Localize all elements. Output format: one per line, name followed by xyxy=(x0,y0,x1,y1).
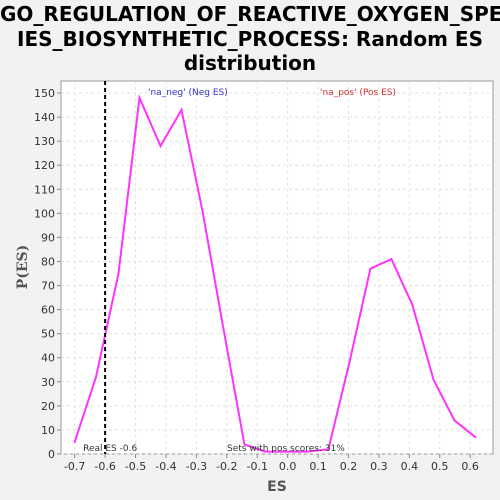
neg-es-label: 'na_neg' (Neg ES) xyxy=(148,88,228,98)
x-tick-label: 0.6 xyxy=(461,460,479,473)
data-point xyxy=(285,450,288,453)
chart-title-line-2: IES_BIOSYNTHETIC_PROCESS: Random ES xyxy=(17,26,483,51)
data-point xyxy=(432,378,435,381)
series-layer xyxy=(73,94,477,453)
x-tick-label: 0.1 xyxy=(309,460,327,473)
data-point xyxy=(411,303,414,306)
x-tick-label: 0.3 xyxy=(370,460,388,473)
data-point xyxy=(138,96,141,99)
y-tick-label: 140 xyxy=(34,111,55,124)
x-axis-label: ES xyxy=(267,479,287,495)
data-point xyxy=(327,448,330,451)
data-point xyxy=(117,272,120,275)
x-tick-label: -0.6 xyxy=(94,460,115,473)
y-tick-label: 110 xyxy=(34,183,55,196)
data-point xyxy=(369,267,372,270)
y-tick-label: 90 xyxy=(41,231,55,244)
axes: -0.7 -0.6 -0.5 -0.4 -0.3 -0.2 -0.1 0.0 0.1 0.2 0.3… xyxy=(34,87,479,473)
x-tick-label: -0.5 xyxy=(125,460,146,473)
data-point xyxy=(306,450,309,453)
series-line-0 xyxy=(73,94,477,453)
y-tick-label: 60 xyxy=(41,304,55,317)
plot-area xyxy=(60,80,494,455)
x-tick-label: -0.7 xyxy=(64,460,85,473)
y-tick-label: 20 xyxy=(41,400,55,413)
y-tick-label: 100 xyxy=(34,207,55,220)
x-tick-label: -0.1 xyxy=(246,460,267,473)
y-tick-label: 0 xyxy=(48,448,55,461)
data-point xyxy=(264,450,267,453)
y-tick-label: 10 xyxy=(41,424,55,437)
y-tick-label: 80 xyxy=(41,255,55,268)
data-point xyxy=(243,443,246,446)
y-axis-label: P(ES) xyxy=(15,245,31,290)
data-point xyxy=(474,436,477,439)
data-point xyxy=(201,209,204,212)
grid-lines xyxy=(61,81,493,455)
y-tick-label: 40 xyxy=(41,352,55,365)
y-tick-label: 120 xyxy=(34,159,55,172)
pos-scores-label: Sets with pos scores: 31% xyxy=(227,444,345,454)
pos-es-label: 'na_pos' (Pos ES) xyxy=(320,88,396,98)
x-tick-label: -0.3 xyxy=(186,460,207,473)
x-tick-label: 0.5 xyxy=(431,460,449,473)
real-es-label: Real ES -0.6 xyxy=(83,444,137,454)
data-point xyxy=(390,258,393,261)
y-tick-label: 150 xyxy=(34,87,55,100)
chart-title-line-3: distribution xyxy=(183,51,317,75)
x-tick-label: 0.0 xyxy=(279,460,297,473)
y-tick-label: 70 xyxy=(41,280,55,293)
annotations: Real ES -0.6 'na_neg' (Neg ES) 'na_pos' (P… xyxy=(83,81,396,454)
y-tick-label: 30 xyxy=(41,376,55,389)
data-point xyxy=(95,376,97,378)
y-tick-label: 130 xyxy=(34,135,55,148)
x-tick-label: -0.4 xyxy=(155,460,176,473)
data-point xyxy=(453,419,456,422)
y-tick-label: 50 xyxy=(41,328,55,341)
chart-title: GO_REGULATION_OF_REACTIVE_OXYGEN_SPEC IE… xyxy=(0,2,500,76)
data-point xyxy=(159,145,162,147)
chart-title-line-1: GO_REGULATION_OF_REACTIVE_OXYGEN_SPEC xyxy=(0,2,500,26)
x-tick-label: 0.4 xyxy=(401,460,419,473)
data-point xyxy=(348,361,351,364)
data-point xyxy=(180,108,183,111)
data-point xyxy=(222,327,225,330)
x-tick-label: -0.2 xyxy=(216,460,237,473)
x-tick-label: 0.2 xyxy=(340,460,358,473)
data-point xyxy=(73,441,76,443)
